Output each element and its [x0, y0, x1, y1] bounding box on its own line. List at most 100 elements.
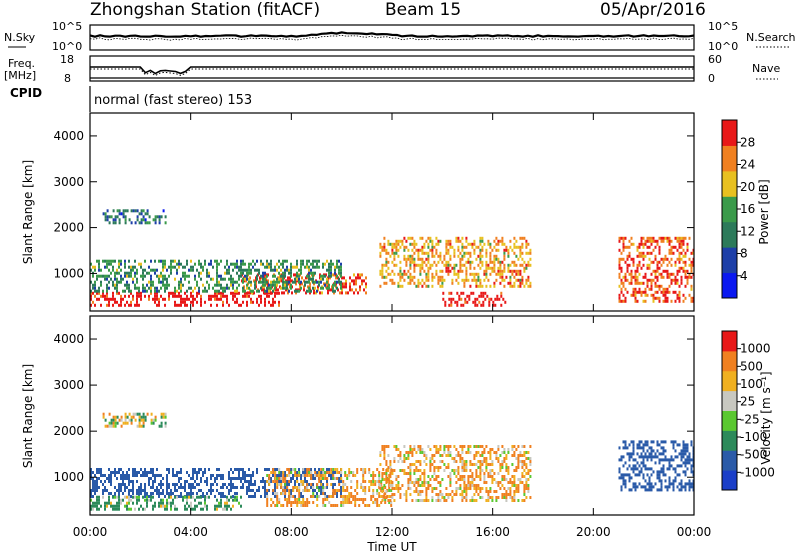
echo-cell — [646, 251, 649, 255]
colorbar-swatch — [722, 331, 737, 352]
echo-cell — [102, 412, 105, 416]
echo-cell — [160, 280, 162, 284]
echo-cell — [284, 483, 287, 486]
echo-cell — [332, 489, 335, 492]
echo-cell — [244, 291, 246, 295]
echo-cell — [491, 478, 494, 481]
echo-cell — [505, 454, 508, 457]
echo-cell — [146, 501, 148, 505]
echo-cell — [425, 239, 428, 243]
echo-cell — [334, 492, 337, 495]
echo-cell — [166, 480, 168, 483]
echo-cell — [461, 278, 464, 282]
echo-cell — [342, 486, 345, 489]
echo-cell — [636, 278, 639, 282]
echo-cell — [256, 277, 258, 281]
echo-cell — [342, 495, 345, 498]
echo-cell — [178, 471, 180, 474]
echo-cell — [684, 488, 687, 492]
search-tick-bottom: 10^0 — [708, 40, 738, 53]
echo-cell — [318, 280, 320, 284]
echo-cell — [188, 297, 190, 301]
echo-cell — [140, 486, 142, 489]
echo-cell — [499, 454, 502, 457]
echo-cell — [320, 280, 322, 284]
echo-cell — [465, 236, 468, 240]
echo-cell — [316, 498, 319, 501]
echo-cell — [391, 493, 394, 496]
echo-cell — [513, 475, 516, 478]
echo-cell — [178, 303, 180, 307]
echo-cell — [140, 504, 142, 508]
echo-cell — [497, 242, 500, 246]
echo-cell — [413, 481, 416, 484]
echo-cell — [403, 269, 406, 273]
echo-cell — [329, 276, 331, 280]
echo-cell — [630, 236, 633, 240]
echo-cell — [443, 451, 446, 454]
echo-cell — [384, 486, 387, 489]
echo-cell — [479, 445, 482, 448]
echo-cell — [194, 504, 196, 508]
echo-cell — [136, 277, 138, 281]
echo-cell — [425, 454, 428, 457]
echo-cell — [336, 280, 338, 284]
echo-cell — [330, 477, 332, 480]
echo-cell — [340, 262, 342, 266]
echo-cell — [447, 269, 450, 273]
echo-cell — [662, 290, 665, 294]
echo-cell — [310, 268, 312, 272]
echo-cell — [485, 490, 488, 493]
echo-cell — [180, 303, 182, 307]
echo-cell — [176, 271, 178, 275]
echo-cell — [650, 452, 653, 456]
echo-cell — [477, 493, 480, 496]
echo-cell — [429, 448, 432, 451]
echo-cell — [513, 275, 516, 279]
echo-cell — [204, 471, 206, 474]
echo-cell — [216, 280, 218, 284]
echo-cell — [686, 482, 689, 486]
echo-cell — [290, 501, 293, 504]
echo-cell — [98, 486, 100, 489]
echo-cell — [368, 486, 371, 489]
echo-cell — [296, 259, 298, 263]
echo-cell — [622, 482, 625, 486]
echo-cell — [230, 291, 232, 295]
echo-cell — [499, 466, 502, 469]
echo-cell — [144, 507, 146, 511]
echo-cell — [102, 212, 105, 216]
echo-cell — [387, 239, 390, 243]
echo-cell — [648, 479, 651, 483]
echo-cell — [419, 236, 422, 240]
echo-cell — [439, 269, 442, 273]
echo-cell — [194, 277, 196, 281]
echo-cell — [124, 421, 127, 425]
echo-cell — [525, 281, 528, 285]
echo-cell — [654, 245, 657, 249]
echo-cell — [309, 291, 311, 295]
echo-cell — [421, 472, 424, 475]
echo-cell — [100, 471, 102, 474]
echo-cell — [248, 271, 250, 275]
echo-cell — [435, 499, 438, 502]
echo-cell — [451, 245, 454, 249]
echo-cell — [351, 288, 353, 292]
echo-cell — [154, 286, 156, 290]
echo-cell — [258, 486, 260, 489]
echo-cell — [140, 265, 142, 269]
echo-cell — [214, 291, 216, 295]
echo-cell — [642, 461, 645, 465]
echo-cell — [455, 236, 458, 240]
echo-cell — [334, 280, 336, 284]
echo-cell — [485, 487, 488, 490]
echo-cell — [174, 507, 176, 511]
echo-cell — [650, 449, 653, 453]
echo-cell — [431, 284, 434, 288]
echo-cell — [501, 496, 504, 499]
echo-cell — [527, 472, 530, 475]
echo-cell — [270, 265, 272, 269]
echo-cell — [326, 471, 329, 474]
echo-cell — [680, 464, 683, 468]
